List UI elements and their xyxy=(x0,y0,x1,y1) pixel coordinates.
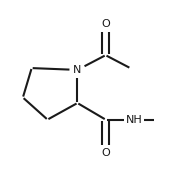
Text: O: O xyxy=(101,148,110,158)
Text: NH: NH xyxy=(125,115,142,125)
Text: N: N xyxy=(73,65,82,75)
Text: O: O xyxy=(101,19,110,29)
